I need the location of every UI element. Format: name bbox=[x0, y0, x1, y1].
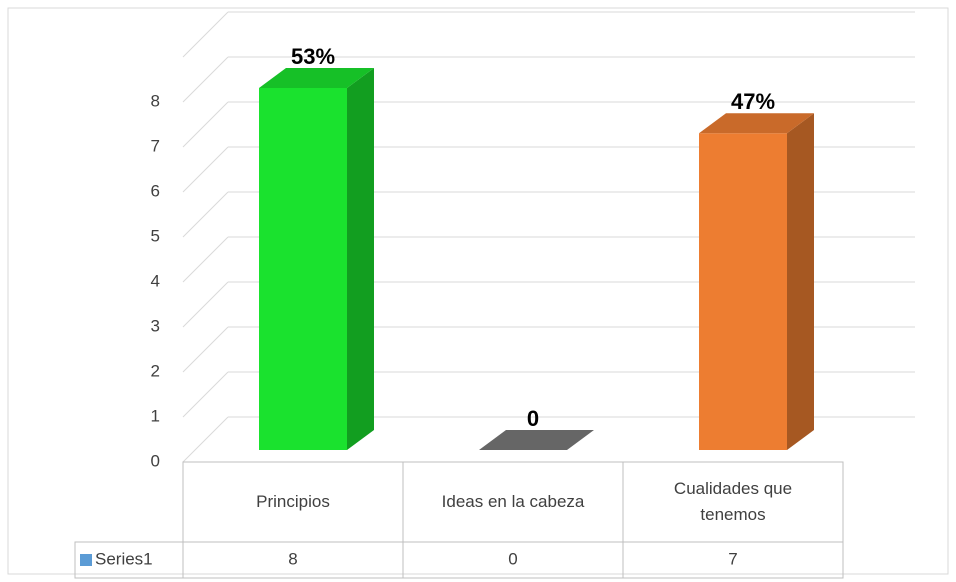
y-tick-label: 3 bbox=[151, 316, 160, 335]
y-tick-label: 5 bbox=[151, 226, 160, 245]
y-tick-label: 2 bbox=[151, 361, 160, 380]
bar-top bbox=[479, 430, 594, 450]
x-tick-label: Cualidades que tenemos bbox=[673, 479, 793, 524]
bar-top bbox=[259, 68, 374, 88]
y-tick-label: 6 bbox=[151, 181, 160, 200]
bar bbox=[699, 133, 787, 450]
table-cell bbox=[622, 461, 844, 579]
category-cell: Principios bbox=[256, 492, 330, 511]
data-label: 53% bbox=[291, 44, 335, 69]
table-value: 0 bbox=[508, 549, 517, 568]
grid-line-side bbox=[182, 371, 229, 418]
table-value: 7 bbox=[728, 549, 737, 568]
grid-line-side bbox=[182, 56, 229, 103]
y-tick-label: 1 bbox=[151, 406, 160, 425]
bar-side bbox=[787, 113, 814, 450]
grid-line-side bbox=[182, 236, 229, 283]
bar-top bbox=[699, 113, 814, 134]
bar bbox=[259, 88, 347, 450]
wall-top bbox=[182, 11, 229, 58]
data-label: 47% bbox=[731, 89, 775, 114]
x-tick-label: Ideas en la cabeza bbox=[441, 492, 585, 511]
y-tick-label: 7 bbox=[151, 136, 160, 155]
x-tick-label: Principios bbox=[256, 492, 330, 511]
y-tick-label: 8 bbox=[151, 91, 160, 110]
table-value: 8 bbox=[288, 549, 297, 568]
grid-line-side bbox=[182, 191, 229, 238]
legend-swatch bbox=[80, 554, 92, 566]
y-tick-label: 0 bbox=[151, 451, 160, 470]
grid-line-side bbox=[182, 281, 229, 328]
grid-line-side bbox=[182, 416, 229, 463]
grid-line-side bbox=[182, 101, 229, 148]
category-cell: Cualidades que tenemos bbox=[673, 479, 793, 524]
bar-side bbox=[347, 68, 374, 450]
grid-line-side bbox=[182, 146, 229, 193]
legend-label: Series1 bbox=[95, 549, 153, 568]
y-tick-label: 4 bbox=[151, 271, 160, 290]
grid-line-side bbox=[182, 326, 229, 373]
data-label: 0 bbox=[527, 406, 539, 431]
category-cell: Ideas en la cabeza bbox=[441, 492, 585, 511]
